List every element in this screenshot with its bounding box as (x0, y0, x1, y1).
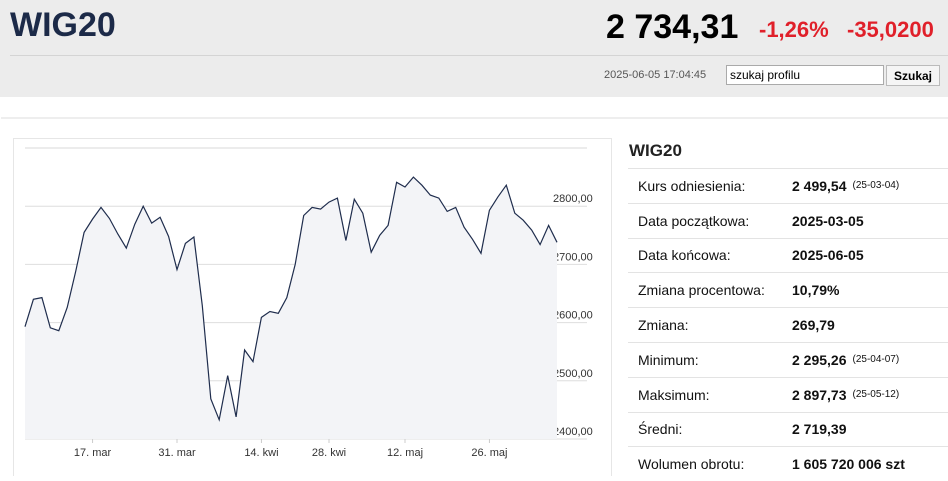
timestamp: 2025-06-05 17:04:45 (604, 69, 707, 81)
row-label: Wolumen obrotu: (638, 456, 745, 473)
y-tick-label: 2700,00 (553, 251, 593, 263)
chart-frame (13, 138, 612, 476)
stats-row: Zmiana: 269,79 (628, 307, 948, 342)
stats-row: Średni: 2 719,39 (628, 411, 948, 447)
row-value: 1 605 720 006 szt (792, 456, 905, 473)
row-label: Średni: (638, 421, 683, 438)
search-button[interactable]: Szukaj (886, 65, 940, 86)
row-value: 2025-06-05 (792, 247, 864, 264)
y-tick-label: 2600,00 (553, 310, 593, 322)
change-pct: -1,26% (759, 17, 829, 42)
stats-row: Maksimum: 2 897,73 (25-05-12) (628, 376, 948, 412)
row-note: (25-05-12) (852, 389, 900, 401)
x-tick-label: 28. kwi (312, 447, 346, 459)
stats-row: Wolumen obrotu: 1 605 720 006 szt (628, 446, 948, 481)
price: 2 734,31 (606, 8, 739, 46)
title: WIG20 (10, 6, 116, 44)
x-tick-label: 12. maj (387, 447, 423, 459)
row-label: Data początkowa: (638, 212, 750, 229)
row-label: Zmiana: (638, 317, 689, 334)
x-tick-label: 26. maj (471, 447, 507, 459)
search-input[interactable] (726, 65, 884, 85)
line (24, 176, 558, 422)
separator (10, 55, 948, 56)
row-value: 2 295,26 (792, 351, 847, 368)
stats-row: Zmiana procentowa: 10,79% (628, 272, 948, 307)
row-label: Maksimum: (638, 386, 710, 403)
stats-row: Data końcowa: 2025-06-05 (628, 237, 948, 273)
row-note: (25-03-04) (852, 180, 900, 192)
x-tick-label: 17. mar (74, 447, 112, 459)
panel-title: WIG20 (629, 141, 682, 160)
x-tick-label: 31. mar (158, 447, 196, 459)
row-note: (25-04-07) (852, 354, 900, 366)
row-value: 2 499,54 (792, 177, 847, 194)
area (25, 177, 557, 439)
x-tick-label: 14. kwi (244, 447, 278, 459)
row-label: Zmiana procentowa: (638, 282, 765, 299)
row-value: 2 897,73 (792, 386, 847, 403)
y-tick-label: 2500,00 (553, 368, 593, 380)
y-tick-label: 2800,00 (553, 193, 593, 205)
stats-row: Data początkowa: 2025-03-05 (628, 202, 948, 238)
row-label: Minimum: (638, 351, 699, 368)
change-abs: -35,0200 (847, 17, 934, 42)
stats-row: Minimum: 2 295,26 (25-04-07) (628, 341, 948, 377)
row-value: 2025-03-05 (792, 212, 864, 229)
row-value: 2 719,39 (792, 421, 847, 438)
row-label: Kurs odniesienia: (638, 177, 746, 194)
row-value: 10,79% (792, 282, 840, 299)
row-label: Data końcowa: (638, 247, 731, 264)
content (1, 117, 948, 478)
stats-row: Kurs odniesienia: 2 499,54 (25-03-04) (628, 168, 948, 203)
row-value: 269,79 (792, 317, 835, 334)
stats-table: Kurs odniesienia: 2 499,54 (25-03-04) Data … (628, 168, 948, 481)
y-tick-label: 2400,00 (553, 426, 593, 438)
